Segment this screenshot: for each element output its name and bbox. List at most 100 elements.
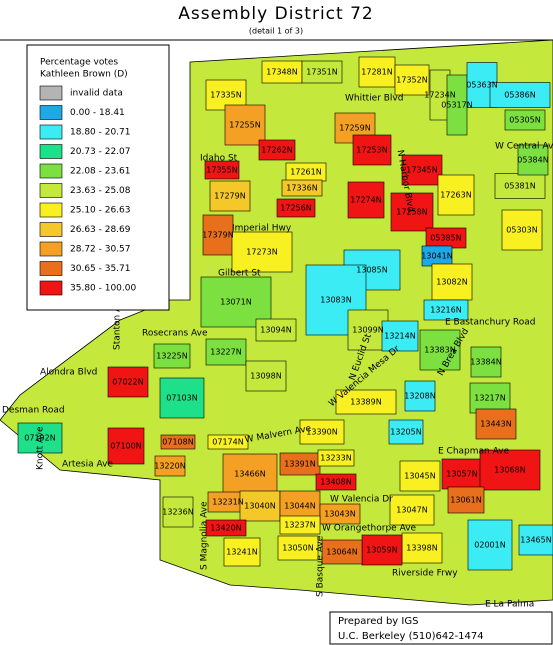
precinct-label: 17345N bbox=[406, 166, 437, 175]
precinct bbox=[347, 309, 389, 351]
precinct-label: 13389N bbox=[350, 398, 381, 407]
legend-label: 18.80 - 20.71 bbox=[70, 128, 131, 138]
precinct-label: 05305N bbox=[509, 116, 540, 125]
precinct bbox=[518, 524, 553, 556]
precinct-label: 13071N bbox=[220, 298, 251, 307]
precinct-label: 07103N bbox=[166, 394, 197, 403]
precinct bbox=[437, 174, 475, 216]
precinct-label: 13408N bbox=[320, 478, 351, 487]
precinct-label: 13064N bbox=[326, 548, 357, 557]
legend-label: 20.73 - 22.07 bbox=[70, 147, 131, 157]
precinct bbox=[319, 503, 361, 525]
precinct-label: 13398N bbox=[406, 544, 437, 553]
precinct bbox=[258, 139, 296, 161]
legend-label: 23.63 - 25.08 bbox=[70, 186, 131, 196]
precinct-label: 13041N bbox=[421, 252, 452, 261]
legend-label: 0.00 - 18.41 bbox=[70, 108, 125, 118]
precinct bbox=[154, 455, 186, 477]
precinct-label: 13083N bbox=[320, 296, 351, 305]
precinct-label: 13217N bbox=[474, 394, 505, 403]
precinct-label: 13047N bbox=[396, 506, 427, 515]
precinct-label: 17262N bbox=[261, 146, 292, 155]
precinct bbox=[401, 154, 443, 186]
precinct-label: 13216N bbox=[430, 306, 461, 315]
precinct bbox=[399, 460, 441, 492]
precinct bbox=[299, 419, 345, 445]
precinct bbox=[389, 494, 435, 526]
precinct-label: 17259N bbox=[339, 124, 370, 133]
street-label: Artesia Ave bbox=[62, 460, 113, 470]
legend-swatch bbox=[39, 222, 63, 237]
street-label: Whittier Blvd bbox=[345, 94, 403, 104]
precinct bbox=[470, 346, 502, 378]
legend-swatch bbox=[39, 280, 63, 296]
legend-label: 25.10 - 26.63 bbox=[70, 206, 131, 216]
precinct bbox=[441, 458, 483, 490]
precinct-label: 17234N bbox=[424, 91, 455, 100]
legend-swatch bbox=[39, 105, 63, 120]
precinct bbox=[239, 490, 281, 522]
precinct-label: 13082N bbox=[436, 278, 467, 287]
precinct-label: 13237N bbox=[284, 521, 315, 530]
precinct bbox=[352, 134, 392, 166]
precinct bbox=[381, 320, 419, 352]
legend-title: Kathleen Brown (D) bbox=[40, 70, 128, 80]
precinct-label: 13231N bbox=[212, 498, 243, 507]
street-label: Imperial Hwy bbox=[232, 224, 292, 234]
legend-label: 22.08 - 23.61 bbox=[70, 167, 131, 177]
precinct-label: 13094N bbox=[260, 326, 291, 335]
precinct bbox=[475, 408, 517, 440]
precinct bbox=[204, 160, 240, 180]
precinct bbox=[347, 181, 385, 219]
precinct-label: 17256N bbox=[280, 204, 311, 213]
legend-swatch bbox=[39, 241, 63, 257]
precinct-label: 17336N bbox=[286, 184, 317, 193]
precinct bbox=[404, 380, 436, 412]
precinct-label: 07100N bbox=[110, 442, 141, 451]
street-label: E Chapman Ave bbox=[438, 447, 510, 457]
precinct-label: 17253N bbox=[356, 146, 387, 155]
precinct bbox=[107, 427, 145, 465]
footer: U.C. Berkeley (510)642-1474 bbox=[338, 631, 484, 642]
street-label: Stanton Ave bbox=[113, 295, 123, 350]
precinct-label: 02001N bbox=[474, 541, 505, 550]
precinct-label: 13241N bbox=[226, 548, 257, 557]
precinct bbox=[277, 535, 319, 561]
footer-box bbox=[329, 611, 553, 645]
precinct-label: 13384N bbox=[470, 358, 501, 367]
precinct-label: 17348N bbox=[266, 68, 297, 77]
precinct bbox=[207, 434, 249, 450]
precinct-label: 17263N bbox=[440, 191, 471, 200]
precinct bbox=[517, 144, 549, 176]
precinct-label: 13220N bbox=[154, 462, 185, 471]
precinct-label: 17351N bbox=[306, 68, 337, 77]
precinct bbox=[394, 64, 430, 96]
precinct bbox=[358, 56, 396, 88]
precinct-label: 13225N bbox=[156, 352, 187, 361]
precinct bbox=[401, 532, 443, 564]
precinct bbox=[205, 338, 247, 366]
precinct-label: 13383N bbox=[424, 346, 455, 355]
precinct bbox=[255, 318, 297, 342]
precinct-label: 05386N bbox=[504, 91, 535, 100]
street-label: S Basque Ave bbox=[316, 535, 326, 597]
legend-label: 35.80 - 100.00 bbox=[70, 284, 136, 294]
street-label: Riverside Frwy bbox=[392, 569, 458, 579]
precinct bbox=[301, 60, 343, 84]
street-label: Idaho St bbox=[200, 154, 238, 164]
street-label: Knott Ave bbox=[36, 426, 46, 470]
precinct-label: 17379N bbox=[202, 231, 233, 240]
precinct bbox=[17, 422, 63, 454]
street-label: Desman Road bbox=[2, 406, 65, 416]
precinct bbox=[317, 449, 355, 467]
precinct-label: 05363N bbox=[466, 81, 497, 90]
precinct-label: 05303N bbox=[506, 226, 537, 235]
precinct bbox=[245, 360, 287, 392]
precinct-label: 13208N bbox=[404, 392, 435, 401]
precinct-label: 05381N bbox=[504, 182, 535, 191]
precinct bbox=[335, 389, 397, 415]
precinct-label: 13236N bbox=[162, 508, 193, 517]
legend-swatch bbox=[39, 261, 63, 276]
precinct bbox=[501, 209, 543, 251]
